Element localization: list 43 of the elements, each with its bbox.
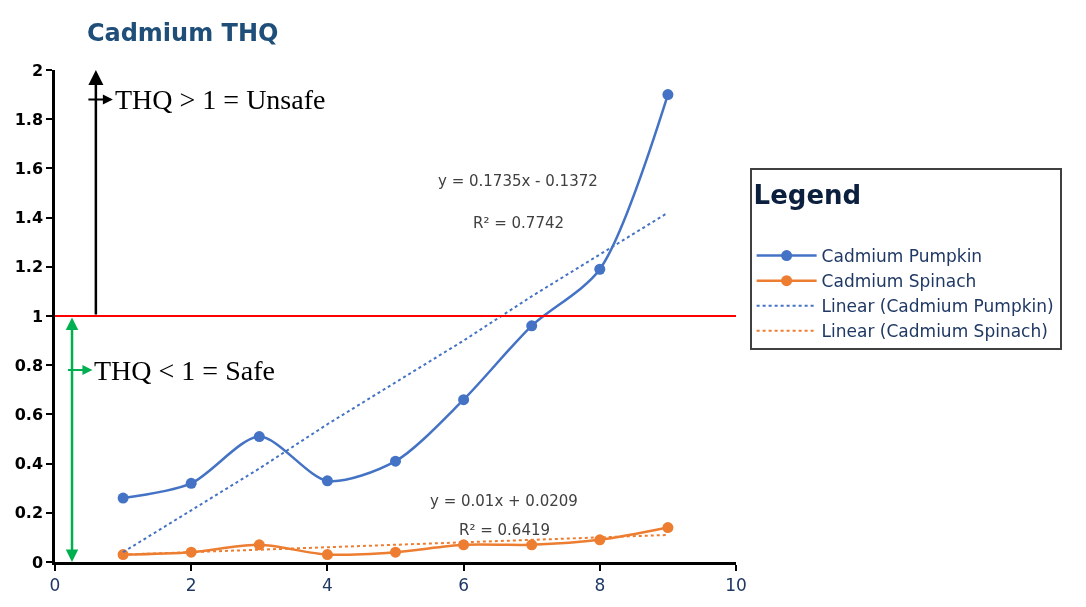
point (253, 539, 265, 551)
y-tick-label: 2 (31, 60, 44, 80)
y-tick-label: 1 (31, 306, 44, 326)
y-tick-label: 0 (31, 552, 44, 572)
point (321, 475, 333, 487)
legend-label: Linear (Cadmium Pumpkin) (821, 296, 1054, 317)
chart-title: Cadmium THQ (86, 19, 279, 48)
y-tick-label: 1.6 (14, 159, 44, 178)
point (185, 477, 197, 489)
annotation: THQ < 1 = Safe (94, 355, 275, 386)
legend-label: Cadmium Spinach (821, 271, 977, 292)
annotation: y = 0.01x + 0.0209 (430, 492, 578, 510)
point (390, 455, 401, 467)
x-tick-label: 8 (594, 575, 606, 596)
x-tick-label: 2 (185, 575, 197, 596)
point (526, 320, 538, 332)
annotation: THQ > 1 = Unsafe (115, 84, 326, 115)
point (253, 431, 265, 443)
y-tick-label: 1.2 (14, 257, 44, 277)
annotation: R² = 0.6419 (459, 521, 551, 539)
point (458, 394, 470, 406)
x-tick-label: 4 (321, 575, 333, 596)
x-tick-label: 0 (49, 575, 61, 596)
legend-label: Cadmium Pumpkin (821, 246, 983, 267)
legend-label: Linear (Cadmium Spinach) (821, 321, 1048, 342)
point (117, 492, 129, 504)
legend-title: Legend (753, 180, 862, 211)
y-tick-label: 0.4 (14, 454, 44, 474)
y-tick-label: 1.8 (14, 109, 44, 129)
point (594, 263, 606, 275)
y-tick-label: 0.6 (14, 405, 44, 424)
y-tick-label: 0.8 (14, 355, 44, 375)
annotation: R² = 0.7742 (473, 214, 565, 232)
point (662, 522, 674, 534)
y-tick-label: 1.4 (14, 208, 44, 228)
annotation: y = 0.1735x - 0.1372 (438, 172, 598, 190)
y-tick-label: 0.2 (14, 503, 44, 523)
x-tick-label: 6 (458, 575, 470, 596)
x-tick-label: 10 (725, 575, 747, 596)
point (390, 546, 401, 558)
point (662, 89, 674, 101)
point (321, 549, 333, 561)
point (526, 539, 538, 551)
